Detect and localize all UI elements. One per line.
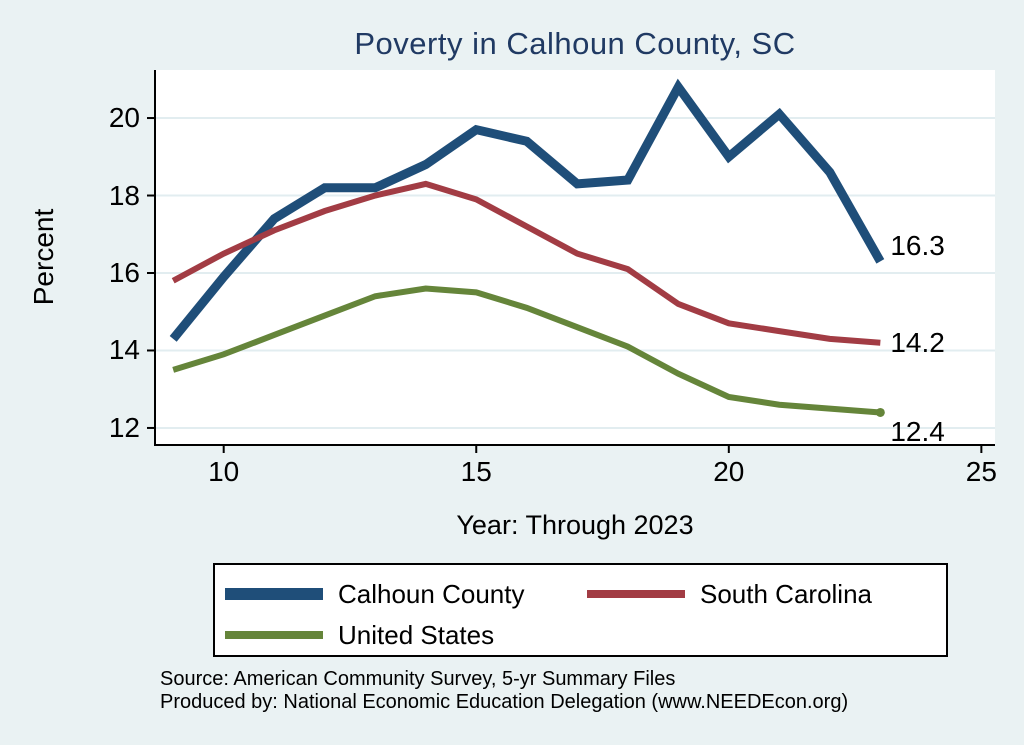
series-line-united-states bbox=[172, 285, 881, 416]
series-end-label: 14.2 bbox=[890, 326, 945, 358]
series-line-calhoun-county bbox=[169, 78, 885, 342]
legend-label: United States bbox=[338, 619, 495, 650]
series-end-label: 12.4 bbox=[890, 416, 945, 448]
x-axis-label: Year: Through 2023 bbox=[456, 510, 694, 540]
x-tick-label: 10 bbox=[208, 456, 240, 487]
legend: Calhoun County South Carolina United State… bbox=[213, 563, 948, 657]
y-tick-label: 18 bbox=[108, 179, 140, 211]
y-axis-label: Percent bbox=[28, 208, 59, 306]
legend-label: South Carolina bbox=[700, 578, 872, 609]
x-tick-label: 20 bbox=[713, 456, 745, 487]
source-line-1: Source: American Community Survey, 5-yr … bbox=[160, 668, 676, 690]
legend-swatch bbox=[587, 590, 685, 598]
legend-item-united-states: United States bbox=[225, 617, 494, 653]
y-tick-label: 12 bbox=[108, 411, 140, 443]
y-tick-label: 14 bbox=[108, 334, 140, 366]
x-tick-label: 15 bbox=[460, 456, 492, 487]
plot-background bbox=[155, 70, 995, 445]
y-tick-label: 20 bbox=[108, 102, 140, 134]
x-tick-label: 25 bbox=[965, 456, 997, 487]
legend-item-calhoun-county: Calhoun County bbox=[225, 576, 524, 612]
series-end-marker bbox=[875, 407, 885, 417]
series-line-south-carolina bbox=[171, 180, 881, 346]
y-tick-label: 16 bbox=[108, 256, 140, 288]
legend-label: Calhoun County bbox=[338, 578, 525, 609]
series-end-label: 16.3 bbox=[890, 230, 945, 262]
chart-title: Poverty in Calhoun County, SC bbox=[354, 26, 796, 61]
legend-swatch bbox=[225, 631, 323, 639]
legend-item-south-carolina: South Carolina bbox=[587, 576, 872, 612]
legend-swatch bbox=[225, 588, 323, 600]
source-line-2: Produced by: National Economic Education… bbox=[160, 691, 849, 713]
